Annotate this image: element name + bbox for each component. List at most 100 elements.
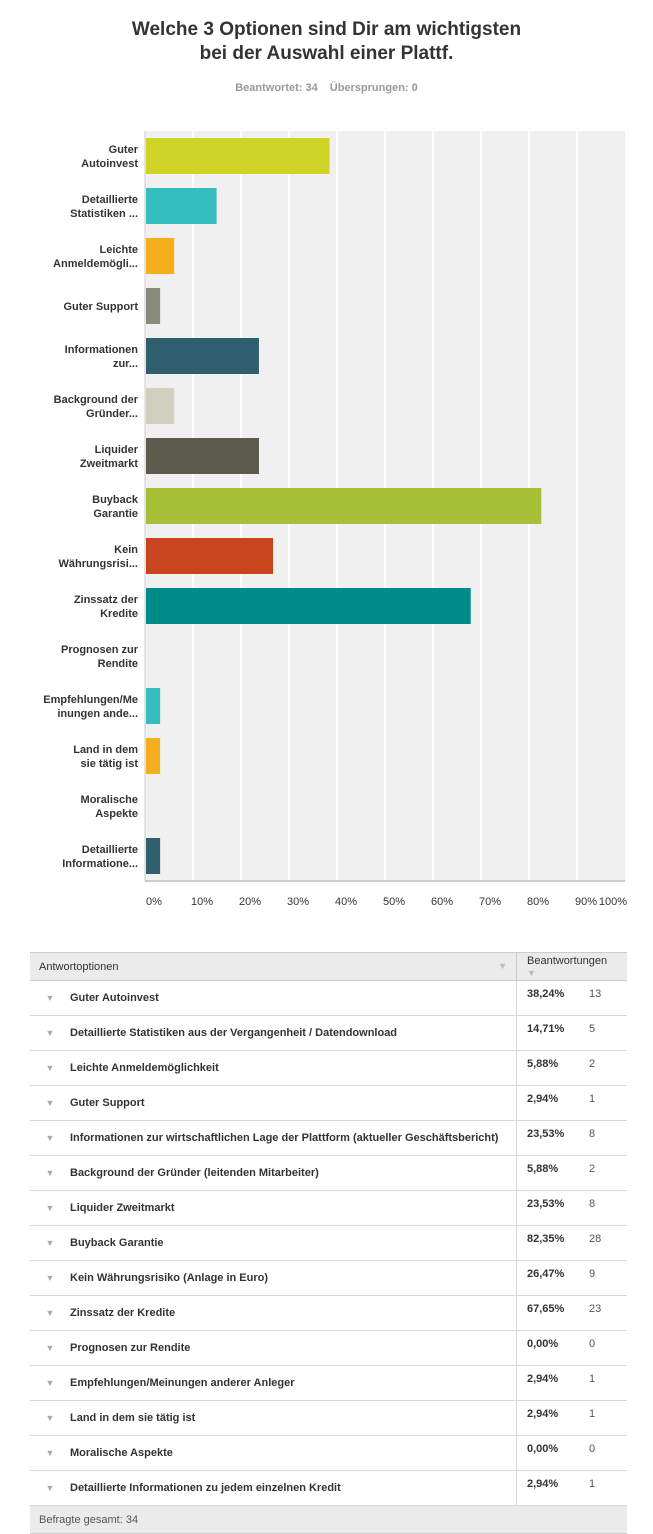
percent-value: 5,88% — [516, 1155, 589, 1191]
expand-caret-icon[interactable]: ▼ — [30, 1470, 70, 1506]
expand-caret-icon[interactable]: ▼ — [30, 980, 70, 1016]
bar[interactable] — [146, 688, 161, 724]
bar[interactable] — [146, 338, 259, 374]
bar[interactable] — [146, 438, 259, 474]
table-row: ▼ Guter Autoinvest 38,24% 13 — [30, 980, 627, 1016]
bar[interactable] — [146, 588, 471, 624]
percent-value: 2,94% — [516, 1085, 589, 1121]
bar[interactable] — [146, 838, 161, 874]
table-row: ▼ Moralische Aspekte 0,00% 0 — [30, 1435, 627, 1471]
expand-caret-icon[interactable]: ▼ — [30, 1155, 70, 1191]
bar[interactable] — [146, 288, 161, 324]
count-value: 8 — [589, 1190, 627, 1226]
tick-label: 70% — [479, 896, 501, 908]
count-value: 1 — [589, 1365, 627, 1401]
expand-caret-icon[interactable]: ▼ — [30, 1120, 70, 1156]
option-label: Liquider Zweitmarkt — [70, 1190, 517, 1226]
expand-caret-icon[interactable]: ▼ — [30, 1085, 70, 1121]
count-value: 1 — [589, 1085, 627, 1121]
count-value: 0 — [589, 1330, 627, 1366]
chart-title: Welche 3 Optionen sind Dir am wichtigste… — [131, 19, 522, 64]
total-respondents: Befragte gesamt: 34 — [30, 1505, 627, 1534]
category-label: Land in dem sie tätig ist — [73, 744, 138, 770]
category-label: Liquider Zweitmarkt — [80, 444, 139, 470]
category-label: Prognosen zur Rendite — [61, 644, 139, 670]
option-label: Moralische Aspekte — [70, 1435, 517, 1471]
percent-value: 0,00% — [516, 1435, 589, 1471]
expand-caret-icon[interactable]: ▼ — [30, 1435, 70, 1471]
category-label: Kein Währungsrisi... — [59, 544, 139, 570]
expand-caret-icon[interactable]: ▼ — [30, 1400, 70, 1436]
percent-value: 26,47% — [516, 1260, 589, 1296]
option-label: Zinssatz der Kredite — [70, 1295, 517, 1331]
table-row: ▼ Kein Währungsrisiko (Anlage in Euro) 26,… — [30, 1260, 627, 1296]
percent-value: 23,53% — [516, 1190, 589, 1226]
table-row: ▼ Zinssatz der Kredite 67,65% 23 — [30, 1295, 627, 1331]
tick-label: 10% — [191, 896, 213, 908]
expand-caret-icon[interactable]: ▼ — [30, 1365, 70, 1401]
category-label: Zinssatz der Kredite — [74, 594, 139, 620]
category-label: Background der Gründer... — [54, 394, 139, 420]
category-label: Informationen zur... — [65, 344, 139, 370]
table-row: ▼ Empfehlungen/Meinungen anderer Anleger 2… — [30, 1365, 627, 1401]
option-label: Land in dem sie tätig ist — [70, 1400, 517, 1436]
tick-label: 50% — [383, 896, 405, 908]
percent-value: 38,24% — [516, 980, 589, 1016]
expand-caret-icon[interactable]: ▼ — [30, 1015, 70, 1051]
bar[interactable] — [146, 138, 330, 174]
count-value: 0 — [589, 1435, 627, 1471]
expand-caret-icon[interactable]: ▼ — [30, 1260, 70, 1296]
option-label: Prognosen zur Rendite — [70, 1330, 517, 1366]
bar[interactable] — [146, 388, 175, 424]
percent-value: 82,35% — [516, 1225, 589, 1261]
bar-chart: Guter Autoinvest Detaillierte Statistiken .… — [43, 131, 627, 908]
table-row: ▼ Detaillierte Informationen zu jedem ein… — [30, 1470, 627, 1506]
bar[interactable] — [146, 238, 175, 274]
category-label: Leichte Anmeldemögli... — [53, 244, 138, 270]
percent-value: 0,00% — [516, 1330, 589, 1366]
bar[interactable] — [146, 188, 217, 224]
table-row: ▼ Leichte Anmeldemöglichkeit 5,88% 2 — [30, 1050, 627, 1086]
option-label: Guter Support — [70, 1085, 517, 1121]
percent-value: 5,88% — [516, 1050, 589, 1086]
header-options[interactable]: Antwortoptionen ▼ — [30, 952, 517, 981]
option-label: Detaillierte Statistiken aus der Vergang… — [70, 1015, 517, 1051]
option-label: Leichte Anmeldemöglichkeit — [70, 1050, 517, 1086]
category-label: Empfehlungen/Me inungen ande... — [43, 694, 138, 720]
percent-value: 67,65% — [516, 1295, 589, 1331]
count-value: 9 — [589, 1260, 627, 1296]
bar[interactable] — [146, 738, 161, 774]
tick-label: 90% — [575, 896, 597, 908]
option-label: Kein Währungsrisiko (Anlage in Euro) — [70, 1260, 517, 1296]
option-label: Empfehlungen/Meinungen anderer Anleger — [70, 1365, 517, 1401]
skipped-count: Übersprungen: 0 — [329, 82, 418, 94]
bar[interactable] — [146, 538, 274, 574]
tick-label: 100% — [599, 896, 627, 908]
category-label: Guter Support — [63, 301, 138, 313]
option-label: Guter Autoinvest — [70, 980, 517, 1016]
expand-caret-icon[interactable]: ▼ — [30, 1330, 70, 1366]
table-row: ▼ Detaillierte Statistiken aus der Vergan… — [30, 1015, 627, 1051]
tick-label: 40% — [335, 896, 357, 908]
expand-caret-icon[interactable]: ▼ — [30, 1190, 70, 1226]
tick-label: 60% — [431, 896, 453, 908]
count-value: 13 — [589, 980, 627, 1016]
tick-label: 30% — [287, 896, 309, 908]
category-label: Buyback Garantie — [92, 494, 139, 520]
category-label: Guter Autoinvest — [81, 144, 139, 170]
expand-caret-icon[interactable]: ▼ — [30, 1225, 70, 1261]
expand-caret-icon[interactable]: ▼ — [30, 1050, 70, 1086]
category-label: Moralische Aspekte — [81, 794, 138, 820]
table-row: ▼ Informationen zur wirtschaftlichen Lage… — [30, 1120, 627, 1156]
percent-value: 2,94% — [516, 1365, 589, 1401]
sort-caret-icon: ▼ — [498, 960, 507, 971]
count-value: 1 — [589, 1470, 627, 1506]
bar[interactable] — [146, 488, 542, 524]
header-responses[interactable]: Beantwortungen ▼ — [516, 952, 627, 981]
table-row: ▼ Prognosen zur Rendite 0,00% 0 — [30, 1330, 627, 1366]
category-label: Detaillierte Statistiken ... — [70, 194, 138, 220]
category-label: Detaillierte Informatione... — [62, 844, 138, 870]
table-row: ▼ Land in dem sie tätig ist 2,94% 1 — [30, 1400, 627, 1436]
expand-caret-icon[interactable]: ▼ — [30, 1295, 70, 1331]
results-table: Antwortoptionen ▼ Beantwortungen ▼ ▼ Guter… — [30, 952, 627, 1534]
